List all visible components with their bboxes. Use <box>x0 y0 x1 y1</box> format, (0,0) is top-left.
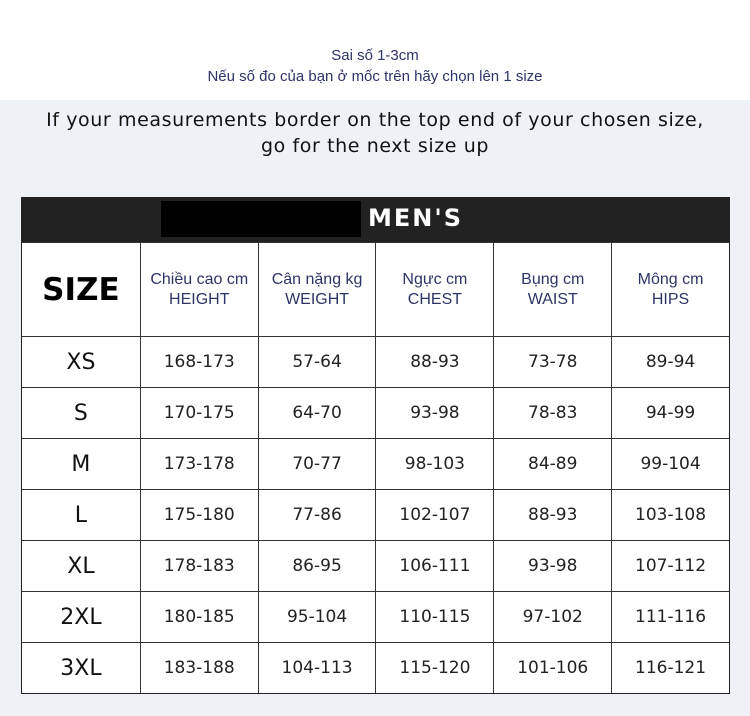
tolerance-text: Sai số 1-3cm <box>331 47 419 64</box>
table-cell: 101-106 <box>493 643 611 693</box>
table-cell: 180-185 <box>139 592 258 642</box>
size-header: SIZE <box>42 271 120 308</box>
table-cell: 170-175 <box>139 388 258 438</box>
table-cell: 73-78 <box>493 337 611 387</box>
size-label: M <box>71 451 91 477</box>
table-row: 2XL 180-185 95-104 110-115 97-102 111-116 <box>22 591 729 642</box>
column-header-en: HIPS <box>651 290 690 308</box>
advice-line-1: If your measurements border on the top e… <box>46 109 704 131</box>
table-cell: 64-70 <box>257 388 376 438</box>
table-cell: 107-112 <box>611 541 729 591</box>
table-cell: 94-99 <box>611 388 729 438</box>
table-cell: 57-64 <box>257 337 376 387</box>
table-cell: 175-180 <box>139 490 258 540</box>
table-row: L 175-180 77-86 102-107 88-93 103-108 <box>22 489 729 540</box>
table-row: XL 178-183 86-95 106-111 93-98 107-112 <box>22 540 729 591</box>
table-row: XS 168-173 57-64 88-93 73-78 89-94 <box>22 336 729 387</box>
table-cell: 178-183 <box>139 541 258 591</box>
column-header-vi: Cân nặng kg <box>271 270 363 288</box>
table-cell: 110-115 <box>375 592 493 642</box>
advice-line-2: go for the next size up <box>260 135 490 157</box>
table-cell: 103-108 <box>611 490 729 540</box>
table-cell: 97-102 <box>493 592 611 642</box>
table-cell: 98-103 <box>375 439 493 489</box>
table-row: 3XL 183-188 104-113 115-120 101-106 116-121 <box>22 642 729 693</box>
table-cell: 88-93 <box>375 337 493 387</box>
size-label: L <box>74 502 88 528</box>
column-header-en: WEIGHT <box>285 290 350 308</box>
column-header-vi: Ngực cm <box>402 270 468 288</box>
size-label: XL <box>67 553 95 579</box>
table-cell: 106-111 <box>375 541 493 591</box>
table-cell: 111-116 <box>611 592 729 642</box>
column-header-en: CHEST <box>407 290 463 308</box>
table-cell: 173-178 <box>139 439 258 489</box>
size-up-advice-vi: Nếu số đo của bạn ở mốc trên hãy chọn lê… <box>207 68 543 85</box>
table-cell: 115-120 <box>375 643 493 693</box>
table-cell: 183-188 <box>139 643 258 693</box>
table-cell: 116-121 <box>611 643 729 693</box>
table-cell: 89-94 <box>611 337 729 387</box>
table-cell: 104-113 <box>257 643 376 693</box>
table-cell: 77-86 <box>257 490 376 540</box>
size-chart-table: MEN'S SIZE Chiều cao cm HEIGHT Cân nặng kg… <box>21 197 730 694</box>
column-header-vi: Mông cm <box>637 270 704 288</box>
column-header-en: HEIGHT <box>169 290 230 308</box>
table-cell: 93-98 <box>493 541 611 591</box>
table-cell: 84-89 <box>493 439 611 489</box>
table-cell: 86-95 <box>257 541 376 591</box>
redacted-brand <box>161 201 361 237</box>
table-cell: 102-107 <box>375 490 493 540</box>
table-cell: 99-104 <box>611 439 729 489</box>
vietnamese-notice: Sai số 1-3cm Nếu số đo của bạn ở mốc trê… <box>0 0 750 100</box>
table-cell: 168-173 <box>139 337 258 387</box>
column-header: Chiều cao cm HEIGHT <box>139 243 258 336</box>
table-cell: 93-98 <box>375 388 493 438</box>
size-label: 3XL <box>60 655 102 681</box>
column-header: Ngực cm CHEST <box>375 243 493 336</box>
table-row: S 170-175 64-70 93-98 78-83 94-99 <box>22 387 729 438</box>
size-label: 2XL <box>60 604 102 630</box>
size-label: S <box>73 400 88 426</box>
column-header: Cân nặng kg WEIGHT <box>257 243 376 336</box>
column-header-vi: Chiều cao cm <box>150 270 249 288</box>
size-up-advice-en: If your measurements border on the top e… <box>0 107 750 159</box>
size-label: XS <box>66 349 96 375</box>
table-row: M 173-178 70-77 98-103 84-89 99-104 <box>22 438 729 489</box>
table-title: MEN'S <box>368 204 463 232</box>
column-header-vi: Bụng cm <box>521 270 585 288</box>
column-header-en: WAIST <box>527 290 578 308</box>
table-cell: 95-104 <box>257 592 376 642</box>
column-header: Bụng cm WAIST <box>493 243 611 336</box>
column-header: Mông cm HIPS <box>611 243 729 336</box>
table-cell: 70-77 <box>257 439 376 489</box>
table-cell: 78-83 <box>493 388 611 438</box>
table-title-bar: MEN'S <box>22 198 729 242</box>
header-row: SIZE Chiều cao cm HEIGHT Cân nặng kg WEIGHT… <box>22 242 729 336</box>
table-cell: 88-93 <box>493 490 611 540</box>
